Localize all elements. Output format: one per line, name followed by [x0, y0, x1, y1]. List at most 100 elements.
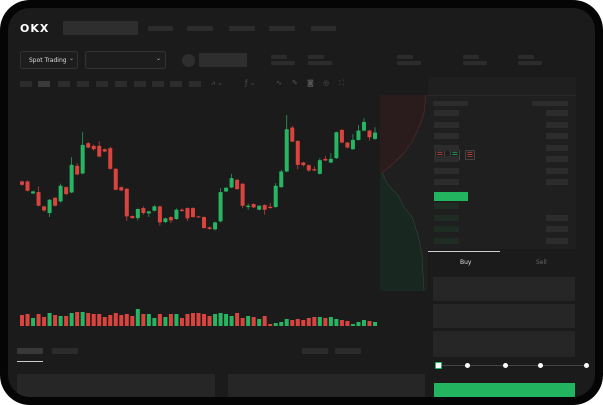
- order-row-price[interactable]: [434, 133, 459, 139]
- interval-button[interactable]: [20, 81, 32, 87]
- order-row-price[interactable]: [434, 110, 459, 116]
- candle-body: [119, 187, 124, 191]
- amount-header: [532, 101, 568, 106]
- fullscreen-icon[interactable]: ⛶: [339, 79, 344, 87]
- volume-bar: [202, 314, 207, 326]
- buy-button[interactable]: [434, 383, 575, 397]
- candle-body: [179, 209, 184, 212]
- candle-body: [279, 171, 284, 188]
- volume-bar: [135, 309, 140, 326]
- candle-body: [235, 179, 240, 190]
- volume-bar: [213, 314, 218, 326]
- stat-value: [463, 61, 487, 65]
- volume-bar: [229, 316, 234, 326]
- pair-select[interactable]: ⌄: [85, 51, 166, 69]
- interval-button[interactable]: [134, 81, 146, 87]
- order-row-price[interactable]: [434, 214, 459, 221]
- order-row-price[interactable]: [434, 226, 459, 232]
- volume-bar: [53, 315, 58, 326]
- candle-body: [295, 140, 300, 165]
- amount-input[interactable]: [433, 304, 575, 328]
- interval-button[interactable]: [96, 81, 108, 87]
- indicator-icon[interactable]: ƒ ⌄: [245, 79, 256, 87]
- interval-button[interactable]: [115, 81, 127, 87]
- volume-bar: [185, 314, 190, 326]
- volume-bar: [373, 322, 377, 326]
- amount-slider[interactable]: [438, 365, 588, 366]
- candle-body: [334, 132, 339, 159]
- order-row-price[interactable]: [434, 203, 459, 209]
- tab-open-orders[interactable]: [17, 348, 43, 354]
- interval-button[interactable]: [189, 81, 201, 87]
- interval-button[interactable]: [170, 81, 182, 87]
- stat-value: [308, 61, 332, 65]
- slider-handle[interactable]: [435, 362, 442, 369]
- price-input[interactable]: [433, 277, 575, 301]
- line-tool-icon[interactable]: ∿: [276, 79, 282, 87]
- volume-bar: [97, 314, 102, 326]
- order-row-amount: [546, 226, 568, 232]
- order-row-price[interactable]: [434, 179, 459, 185]
- order-row-amount: [546, 133, 568, 139]
- camera-icon[interactable]: ◙: [307, 79, 314, 87]
- price-chart[interactable]: [8, 8, 595, 397]
- stat-label: [463, 55, 479, 59]
- candle-body: [306, 165, 311, 171]
- nav-item[interactable]: [311, 26, 336, 31]
- search-bar[interactable]: [63, 21, 138, 35]
- order-row-price[interactable]: [434, 121, 459, 128]
- slider-stop-75[interactable]: [538, 363, 543, 368]
- mid-price-row[interactable]: [434, 191, 468, 201]
- candle-body: [36, 192, 41, 206]
- interval-button[interactable]: [77, 81, 89, 87]
- candle-body: [301, 162, 306, 166]
- candle-body: [47, 199, 52, 214]
- book-asks-icon[interactable]: ☰: [465, 150, 475, 160]
- nav-item[interactable]: [187, 26, 213, 31]
- stat-value: [518, 61, 542, 65]
- order-row-price[interactable]: [434, 237, 459, 244]
- volume-bar: [69, 313, 74, 326]
- order-book-divider: [428, 95, 576, 96]
- ask-depth-line: [381, 95, 427, 174]
- candle-body: [80, 144, 85, 174]
- tab-buy[interactable]: Buy: [460, 259, 472, 266]
- filter-button[interactable]: [302, 348, 328, 354]
- slider-stop-25[interactable]: [465, 363, 470, 368]
- slider-stop-50[interactable]: [503, 363, 508, 368]
- tab-sell[interactable]: Sell: [536, 259, 547, 266]
- interval-button-active[interactable]: [38, 81, 50, 87]
- volume-bar: [251, 317, 256, 326]
- order-row-price[interactable]: [434, 167, 459, 174]
- volume-bar: [345, 321, 350, 326]
- total-input[interactable]: [433, 331, 575, 357]
- candle-body: [42, 206, 47, 211]
- nav-item[interactable]: [229, 26, 255, 31]
- order-row-price[interactable]: [434, 156, 459, 162]
- slider-stop-100[interactable]: [584, 363, 589, 368]
- volume-bar: [224, 314, 229, 326]
- market-select[interactable]: Spot Trading ⌄: [20, 51, 78, 69]
- settings-icon[interactable]: ◎: [323, 79, 330, 87]
- okx-logo[interactable]: OKX: [20, 22, 50, 35]
- candle-body: [213, 222, 218, 230]
- interval-button[interactable]: [58, 81, 70, 87]
- nav-item[interactable]: [269, 26, 295, 31]
- ask-depth-area: [380, 95, 426, 173]
- app-screen: OKX Spot Trading ⌄ ⌄ ⩘ ⌄ ƒ ⌄ ∿ ✎ ◙: [8, 8, 595, 397]
- candle-body: [69, 164, 74, 193]
- candle-type-icon[interactable]: ⩘ ⌄: [211, 79, 224, 87]
- filter-button[interactable]: [335, 348, 361, 354]
- tab-order-history[interactable]: [52, 348, 78, 354]
- interval-button[interactable]: [152, 81, 164, 87]
- bid-depth-area: [380, 173, 424, 291]
- nav-item[interactable]: [148, 26, 173, 31]
- candle-body: [97, 145, 102, 157]
- volume-bar: [179, 318, 184, 326]
- candle-body: [240, 183, 245, 206]
- draw-icon[interactable]: ✎: [292, 79, 298, 87]
- volume-bar: [108, 315, 113, 326]
- order-row-price[interactable]: [434, 144, 459, 151]
- candle-body: [218, 192, 223, 222]
